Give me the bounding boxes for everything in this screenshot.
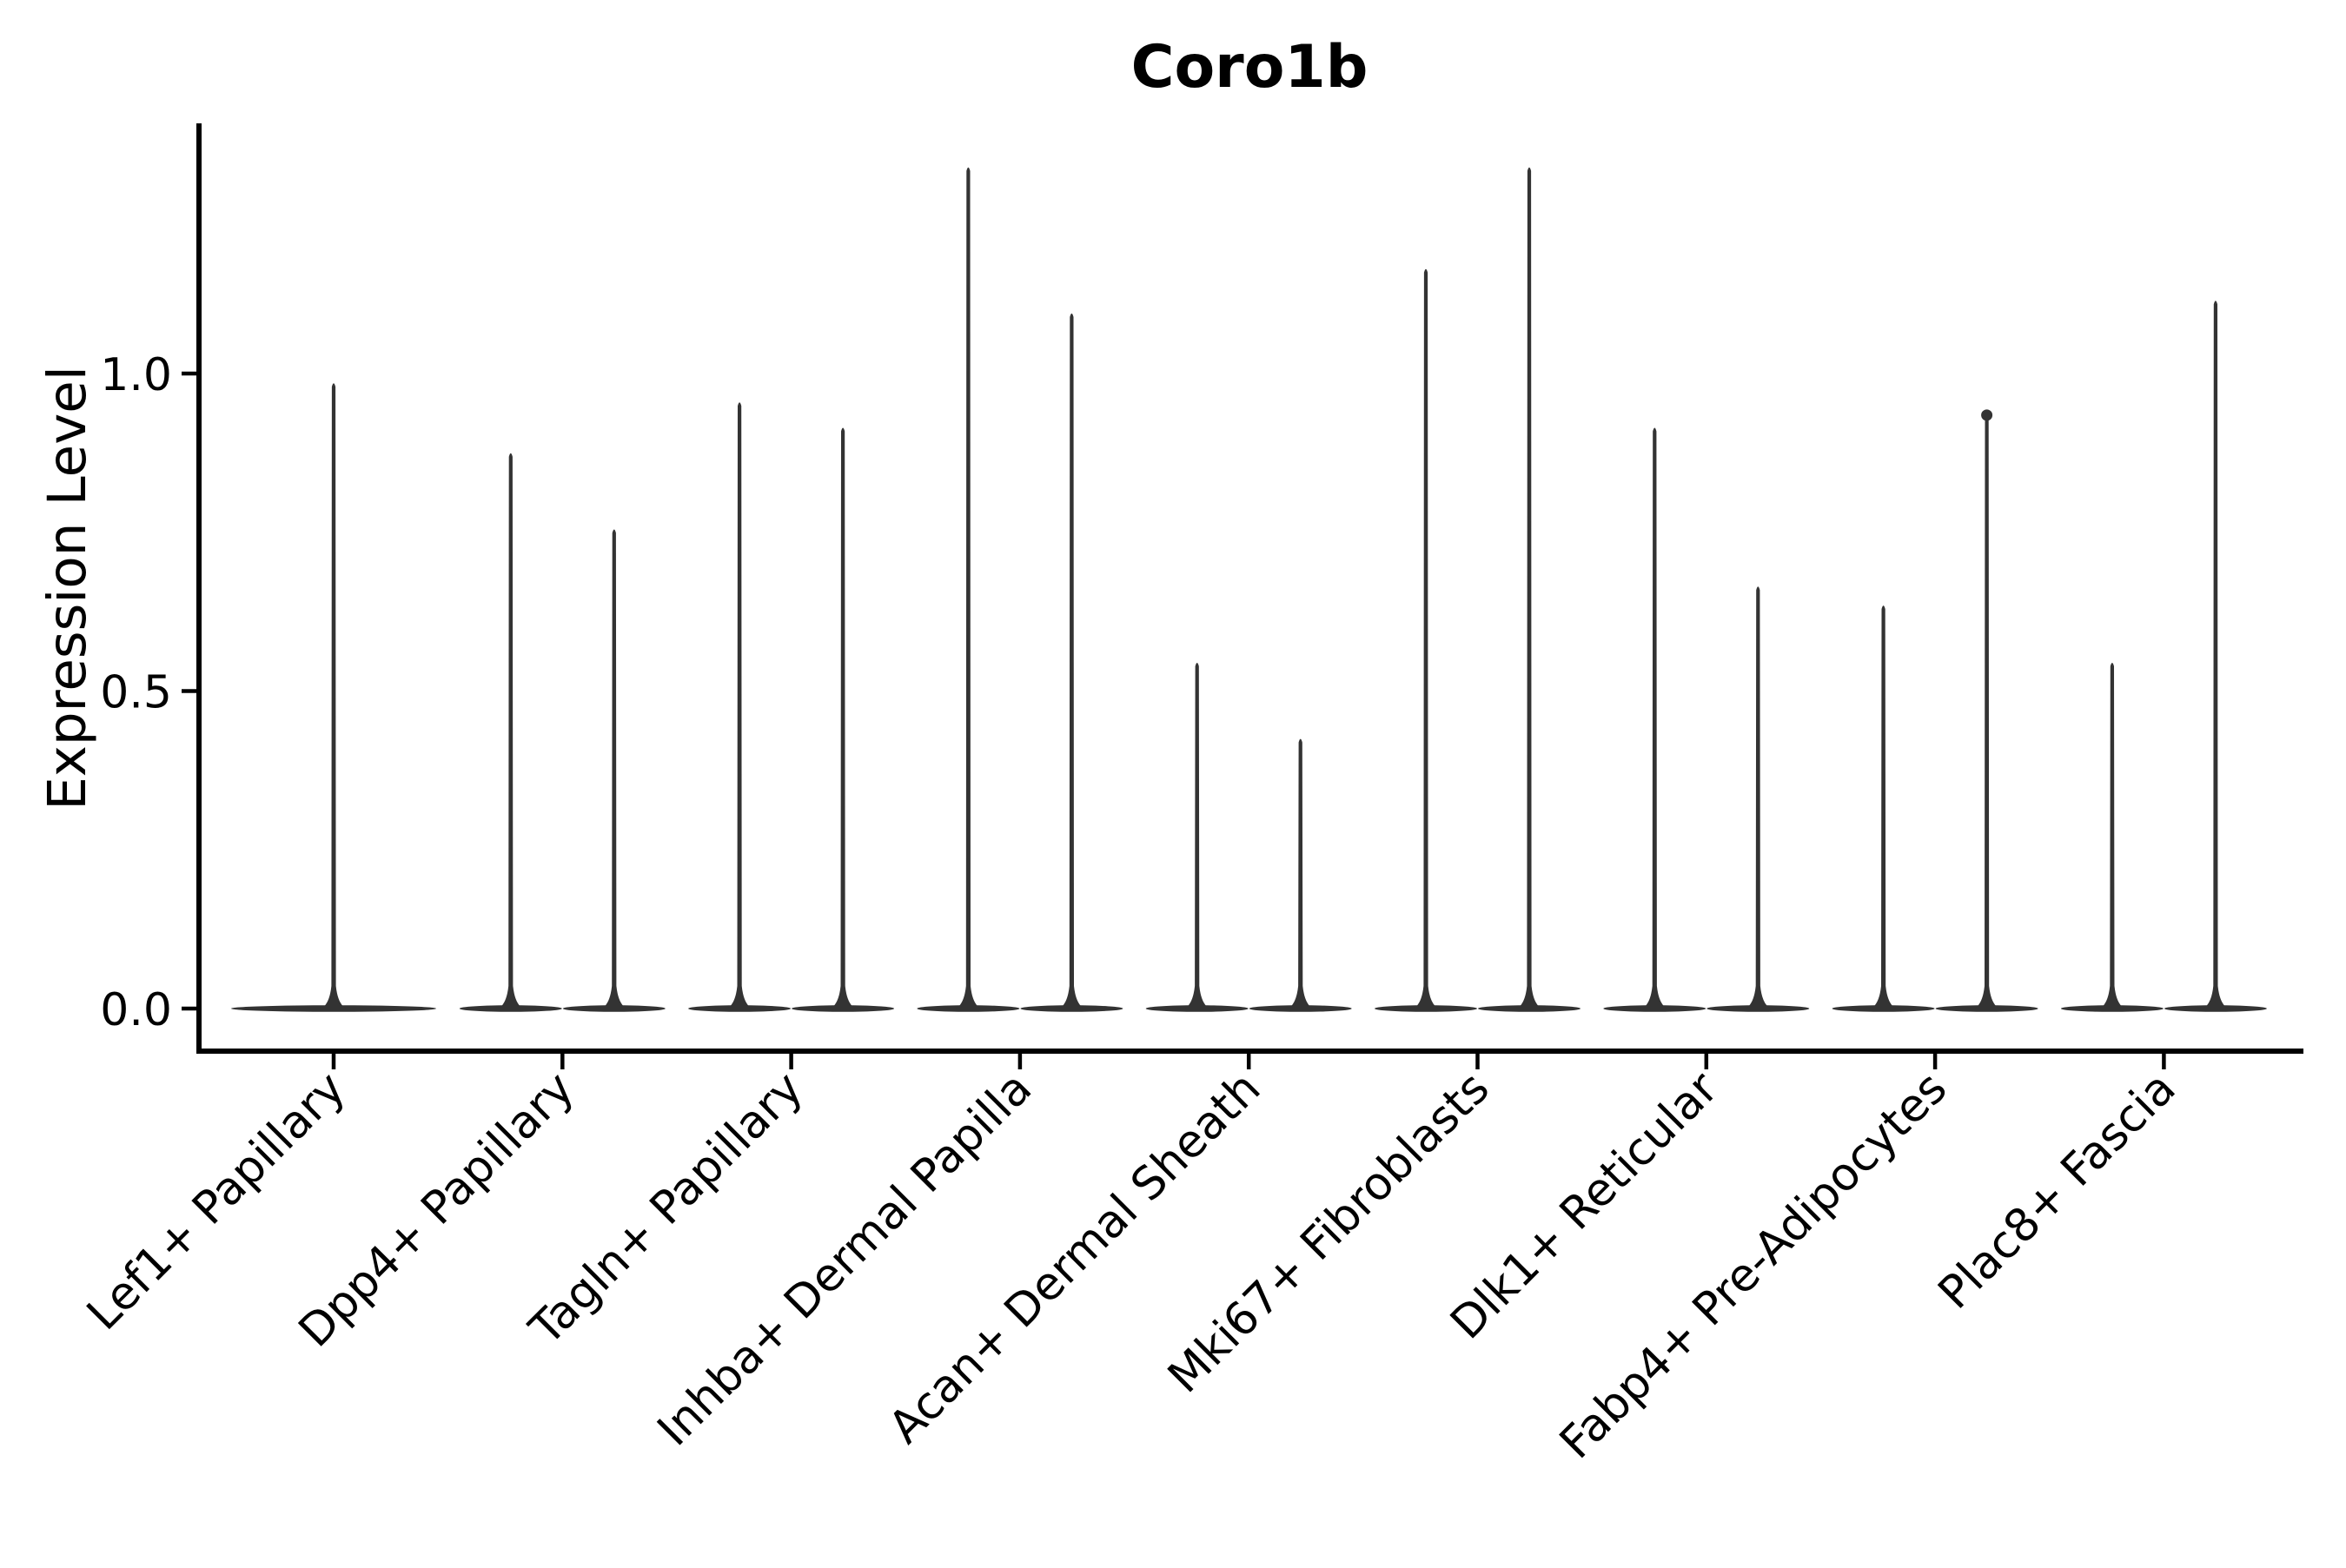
violin-spike (1059, 313, 1084, 1009)
x-tick-label: Plac8+ Fascia (1929, 1062, 2186, 1320)
y-axis-label: Expression Level (36, 366, 98, 810)
violin (2164, 301, 2267, 1012)
violin-spike (1746, 586, 1771, 1009)
x-tick-label: Inhba+ Dermal Papilla (648, 1062, 1042, 1456)
violin-spike (1288, 738, 1313, 1009)
x-axis-ticks (331, 1054, 2166, 1069)
violin (688, 402, 792, 1012)
y-tick-label: 0.0 (100, 984, 172, 1036)
violin (1706, 586, 1810, 1012)
violin-tip-dot (1981, 409, 1993, 421)
violin (1375, 268, 1477, 1012)
violin-spike (1871, 605, 1896, 1009)
violin (2060, 662, 2164, 1012)
violin (1478, 167, 1581, 1012)
violin-spike (601, 529, 626, 1009)
violin (917, 167, 1020, 1012)
y-tick-label: 0.5 (100, 667, 172, 719)
violin-spike (1414, 268, 1438, 1009)
violin (231, 383, 436, 1012)
violin (1832, 605, 1935, 1012)
violin (1145, 662, 1249, 1012)
violin-spike (1184, 662, 1209, 1009)
y-axis-ticks: 0.0 0.5 1.0 (100, 349, 199, 1036)
violin-spike (831, 427, 856, 1009)
violin-spike (321, 383, 346, 1009)
violin-spike (498, 453, 523, 1009)
violin (562, 529, 666, 1012)
violin (1603, 427, 1706, 1012)
violin (1020, 313, 1123, 1012)
y-tick-label: 1.0 (100, 349, 172, 401)
violin-spike (1642, 427, 1667, 1009)
violin-spike (2203, 301, 2228, 1009)
violin (1935, 409, 2038, 1012)
axes-spines (196, 123, 2303, 1054)
violin (1249, 738, 1352, 1012)
violin (459, 453, 562, 1012)
chart-title: Coro1b (1131, 33, 1368, 102)
violin-spike (1517, 167, 1541, 1009)
violin-spike (956, 167, 981, 1009)
violin-spike (1974, 414, 1999, 1009)
violin-spike (2099, 662, 2124, 1009)
violin (792, 427, 895, 1012)
violins (231, 167, 2267, 1012)
x-tick-label: Acan+ Dermal Sheath (879, 1062, 1271, 1454)
x-tick-label: Fabp4+ Pre-Adipocytes (1550, 1062, 1957, 1469)
violin-spike (727, 402, 752, 1009)
